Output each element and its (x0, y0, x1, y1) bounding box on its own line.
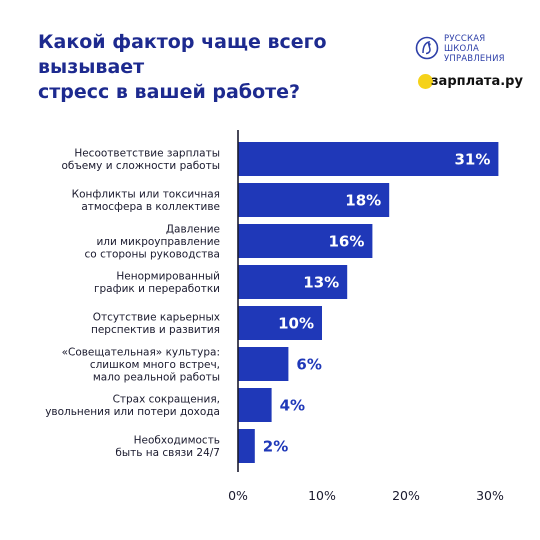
rsu-logo-text: РУССКАЯ ШКОЛА УПРАВЛЕНИЯ (444, 34, 505, 64)
category-label-line: увольнения или потери дохода (45, 406, 220, 418)
category-label-line: Конфликты или токсичная (72, 189, 220, 201)
x-tick-label-3: 20% (392, 488, 420, 503)
category-label-7: Страх сокращения, увольнения или потери д… (45, 394, 220, 419)
category-label-line: Отсутствие карьерных (93, 312, 220, 324)
category-label-line: Необходимость (134, 435, 220, 447)
value-label-3: 16% (328, 233, 364, 251)
category-label-line: Несоответствие зарплаты (74, 148, 220, 160)
value-label-8: 2% (263, 438, 288, 456)
category-label-line: «Совещательная» культура: (62, 346, 220, 358)
category-label-line: график и переработки (94, 283, 220, 295)
rsu-emblem-icon (415, 36, 439, 60)
value-label-2: 18% (345, 192, 381, 210)
rsu-line-3: УПРАВЛЕНИЯ (444, 54, 505, 64)
bar-7 (238, 388, 272, 422)
bar-2 (238, 183, 390, 217)
value-label-5: 10% (278, 315, 314, 333)
x-tick-label-2: 10% (308, 488, 336, 503)
bar-1 (238, 142, 499, 176)
category-label-line: объему и сложности работы (61, 160, 220, 172)
category-label-2: Конфликты или токсичная атмосфера в колле… (72, 189, 220, 214)
rsu-logo: РУССКАЯ ШКОЛА УПРАВЛЕНИЯ (415, 34, 525, 68)
category-label-line: Ненормированный (116, 271, 220, 283)
bar-3 (238, 224, 373, 258)
x-tick-label-1: 0% (228, 488, 248, 503)
bar-8 (238, 429, 255, 463)
zarplata-logo-text: зарплата.ру (431, 74, 523, 89)
bar-6 (238, 347, 289, 381)
bar-5 (238, 306, 322, 340)
category-label-line: со стороны руководства (85, 248, 220, 260)
category-label-line: перспектив и развития (91, 324, 220, 336)
value-label-7: 4% (280, 397, 305, 415)
zarplata-z-icon (418, 74, 433, 89)
category-label-5: Отсутствие карьерных перспектив и развити… (91, 312, 220, 337)
value-label-6: 6% (296, 356, 321, 374)
category-label-line: быть на связи 24/7 (115, 447, 220, 459)
category-label-3: Давление или микроуправление со стороны ру… (85, 223, 220, 260)
category-label-line: Давление (166, 223, 220, 235)
x-tick-label-4: 30% (476, 488, 504, 503)
rsu-line-2: ШКОЛА (444, 44, 480, 54)
value-label-4: 13% (303, 274, 339, 292)
category-label-line: слишком много встреч, (90, 359, 220, 371)
page-title: Какой фактор чаще всего вызывает стресс … (38, 30, 388, 105)
category-label-line: атмосфера в коллективе (81, 201, 220, 213)
category-label-4: Ненормированный график и переработки (94, 271, 220, 296)
category-label-line: Страх сокращения, (113, 394, 220, 406)
title-line-1: Какой фактор чаще всего вызывает (38, 31, 327, 78)
category-label-8: Необходимость быть на связи 24/7 (115, 435, 220, 460)
category-label-line: мало реальной работы (93, 371, 220, 383)
category-label-1: Несоответствие зарплаты объему и сложност… (61, 148, 220, 173)
rsu-line-1: РУССКАЯ (444, 34, 486, 44)
bar-4 (238, 265, 348, 299)
value-label-1: 31% (454, 151, 490, 169)
category-label-6: «Совещательная» культура: слишком много в… (62, 346, 220, 383)
title-line-2: стресс в вашей работе? (38, 81, 301, 103)
category-label-line: или микроуправление (96, 236, 220, 248)
